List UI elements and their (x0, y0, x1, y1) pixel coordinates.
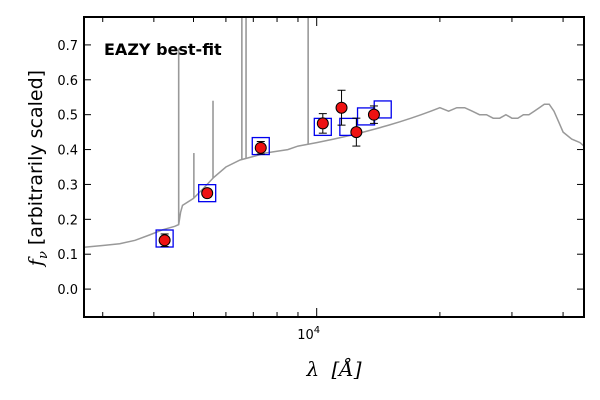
y-tick-label: 0.5 (57, 109, 78, 124)
x-axis-label-unit: [Å] (331, 356, 361, 381)
observed-photometry-point (254, 141, 267, 154)
sed-curve (84, 103, 584, 248)
x-tick-label: 104 (297, 325, 320, 343)
plot-area (84, 17, 584, 248)
y-axis-label-symbol: f (25, 256, 47, 268)
y-axis-label-text: [arbitrarily scaled] (25, 70, 47, 245)
y-axis-label: fν [arbitrarily scaled] (25, 70, 51, 268)
observed-photometry-point (350, 126, 363, 139)
y-axis-label-subscript: ν (36, 251, 51, 259)
annotation-eazy-best-fit: EAZY best-fit (104, 40, 222, 59)
y-tick-label: 0.4 (57, 144, 78, 159)
y-tick-label: 0.3 (57, 178, 78, 193)
model-photometry-point (198, 184, 217, 203)
observed-photometry-point (335, 101, 348, 114)
axis-ticks: 0.0 0.1 0.2 0.3 0.4 0.5 0.6 0.7 104 (57, 17, 584, 343)
y-tick-label: 0.2 (57, 213, 78, 228)
y-tick-label: 0.1 (57, 248, 78, 263)
observed-photometry-point (158, 234, 171, 247)
x-axis-label-symbol: λ (305, 357, 319, 381)
y-tick-label: 0.0 (57, 283, 78, 298)
y-tick-label: 0.7 (57, 39, 78, 54)
plot-frame (83, 16, 585, 318)
x-axis-label: λ [Å] (305, 356, 361, 381)
y-tick-label: 0.6 (57, 74, 78, 89)
observed-photometry-point (367, 108, 380, 121)
observed-photometry-point (201, 187, 214, 200)
observed-photometry-point (316, 117, 329, 130)
